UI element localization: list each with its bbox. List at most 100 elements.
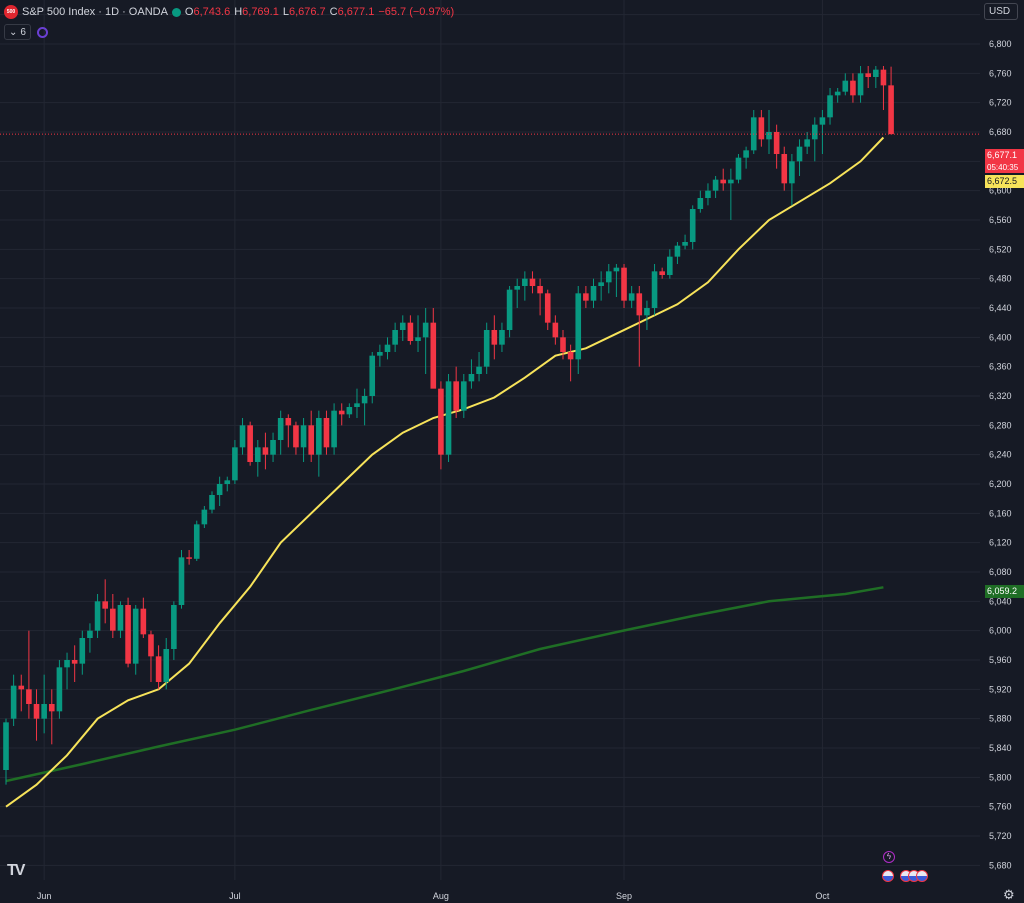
candle-body [674, 245, 681, 257]
ma-slow-layer [5, 586, 884, 783]
candle-body [316, 418, 322, 455]
candle-body [438, 388, 444, 455]
candle-body [33, 704, 40, 719]
candle-body [491, 330, 498, 345]
candle-body [178, 557, 185, 605]
currency-selector[interactable]: USD [984, 3, 1018, 20]
candle-body [155, 656, 162, 682]
candle-body [605, 271, 612, 283]
candle-body [247, 425, 253, 462]
candle-body [430, 322, 437, 389]
us-flag-event-icon[interactable] [916, 870, 928, 882]
time-tick-label: Aug [433, 891, 449, 901]
price-tick-label: 6,160 [989, 508, 1012, 518]
candle-body [651, 271, 658, 308]
us-flag-event-icon[interactable] [882, 870, 894, 882]
indicators-count: 6 [20, 26, 26, 38]
price-tick-label: 6,040 [989, 596, 1012, 606]
candle-body [789, 161, 795, 184]
candle-body [293, 425, 299, 448]
candle-body [300, 425, 307, 448]
candle-body [667, 256, 673, 275]
candle-body [735, 157, 742, 180]
indicator-icon[interactable] [36, 26, 48, 38]
price-tick-label: 5,800 [989, 772, 1012, 782]
candle-body [773, 132, 780, 154]
symbol-title[interactable]: S&P 500 Index · 1D · OANDA [22, 6, 168, 18]
candle-body [483, 330, 490, 367]
candle-body [781, 154, 788, 184]
candle-body [811, 124, 818, 140]
ma-slow-line [5, 586, 884, 783]
candle-body [338, 410, 345, 415]
candle-body [102, 601, 108, 609]
ma-fast-line [5, 136, 885, 808]
candle-body [163, 649, 170, 682]
tradingview-logo[interactable]: TV [7, 862, 26, 879]
candle-body [361, 396, 368, 404]
candle-body [209, 495, 215, 510]
candle-body [18, 685, 25, 690]
ma-slow-tag: 6,059.2 [985, 585, 1024, 598]
candle-body [880, 69, 887, 86]
candle-body [567, 352, 574, 360]
candle-body [26, 689, 32, 704]
candle-body [514, 286, 521, 290]
candle-body [857, 73, 864, 96]
time-axis: Jun Jul Aug Sep Oct [37, 891, 830, 901]
candle-body [148, 634, 154, 657]
candle-body [384, 344, 391, 352]
candle-body [743, 150, 749, 158]
candle-body [331, 410, 337, 448]
chevron-down-icon: ⌄ [9, 26, 18, 38]
price-tick-label: 6,240 [989, 450, 1012, 460]
price-tick-label: 6,760 [989, 68, 1012, 78]
gear-icon[interactable]: ⚙ [1003, 887, 1015, 902]
candle-body [270, 440, 276, 455]
price-tick-label: 6,360 [989, 362, 1012, 372]
price-tick-label: 5,680 [989, 860, 1012, 870]
candle-body [628, 293, 635, 301]
candle-body [728, 179, 734, 184]
lightning-event-icon[interactable]: ϟ [883, 851, 895, 863]
candle-body [232, 447, 238, 481]
candle-body [598, 282, 604, 286]
candle-body [758, 117, 765, 140]
price-tick-label: 5,960 [989, 655, 1012, 665]
indicators-toggle-button[interactable]: ⌄ 6 [4, 24, 31, 40]
open-value: 6,743.6 [193, 6, 231, 18]
candle-body [583, 293, 589, 301]
sp500-logo: 500 [4, 5, 18, 19]
candle-body [56, 667, 63, 712]
candle-body [522, 278, 528, 286]
candle-body [468, 374, 475, 382]
candle-body [392, 330, 398, 345]
candle-body [621, 267, 627, 301]
candle-body [285, 418, 292, 426]
candle-body [453, 381, 459, 411]
candle-body [254, 447, 261, 462]
candle-body [87, 630, 93, 638]
candle-body [407, 322, 414, 341]
candle-body [720, 179, 727, 184]
candle-body [888, 85, 894, 135]
candle-body [10, 685, 17, 719]
candle-body [766, 132, 772, 140]
candle-body [132, 608, 139, 664]
candle-body [117, 605, 124, 631]
price-axis: 5,680 5,720 5,760 5,800 5,840 5,880 5,920 5,960… [989, 10, 1012, 871]
candle-body [560, 337, 566, 352]
candle-body [277, 418, 284, 440]
candle-body [506, 289, 513, 330]
candle-body [865, 73, 871, 77]
ma-fast-tag: 6,672.5 [985, 175, 1024, 188]
candle-body [262, 447, 269, 455]
candle-body [140, 608, 147, 635]
last-price-tag: 6,677.1 [985, 149, 1024, 162]
close-value: 6,677.1 [337, 6, 375, 18]
candle-body [705, 190, 711, 198]
price-tick-label: 6,520 [989, 244, 1012, 254]
price-tick-label: 6,680 [989, 127, 1012, 137]
market-status-icon [171, 7, 181, 17]
